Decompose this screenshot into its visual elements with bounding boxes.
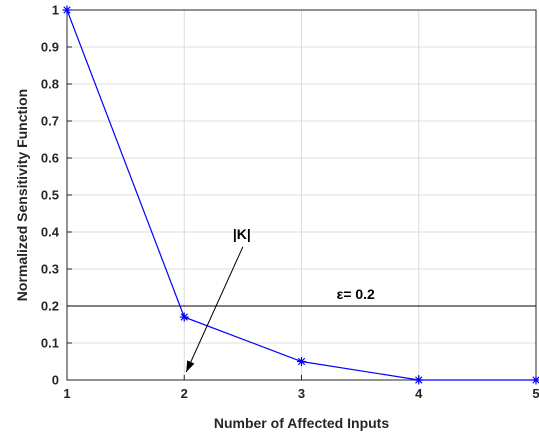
y-tick-label: 0.3 — [41, 262, 59, 277]
x-tick-label: 5 — [532, 386, 539, 401]
x-tick-label: 4 — [415, 386, 423, 401]
data-point — [414, 375, 424, 385]
x-tick-label: 1 — [63, 386, 70, 401]
y-tick-label: 0.8 — [41, 77, 59, 92]
x-axis-ticks: 1 2 3 4 5 — [63, 375, 539, 401]
threshold-label: ε= 0.2 — [337, 286, 375, 302]
data-point — [531, 375, 539, 385]
y-axis-label: Normalized Sensitivity Function — [14, 89, 30, 301]
y-tick-label: 0.7 — [41, 114, 59, 129]
y-tick-label: 0.4 — [41, 225, 60, 240]
y-tick-label: 1 — [52, 3, 59, 18]
annotation-arrow — [185, 246, 244, 373]
y-tick-label: 0.2 — [41, 299, 59, 314]
y-axis-ticks: 0 0.1 0.2 0.3 0.4 0.5 0.6 0.7 0.8 0.9 1 — [41, 3, 72, 388]
data-point — [297, 357, 306, 366]
series-markers — [62, 5, 539, 385]
y-tick-label: 0.5 — [41, 188, 59, 203]
y-tick-label: 0.6 — [41, 151, 59, 166]
y-tick-label: 0.9 — [41, 40, 59, 55]
x-tick-label: 3 — [298, 386, 305, 401]
annotation-label: |K| — [233, 226, 251, 242]
data-point — [62, 5, 72, 15]
x-tick-label: 2 — [181, 386, 188, 401]
data-point — [179, 312, 189, 322]
x-axis-label: Number of Affected Inputs — [214, 415, 389, 431]
annotation-arrowhead — [186, 360, 195, 372]
y-tick-label: 0.1 — [41, 336, 59, 351]
y-tick-label: 0 — [52, 373, 59, 388]
